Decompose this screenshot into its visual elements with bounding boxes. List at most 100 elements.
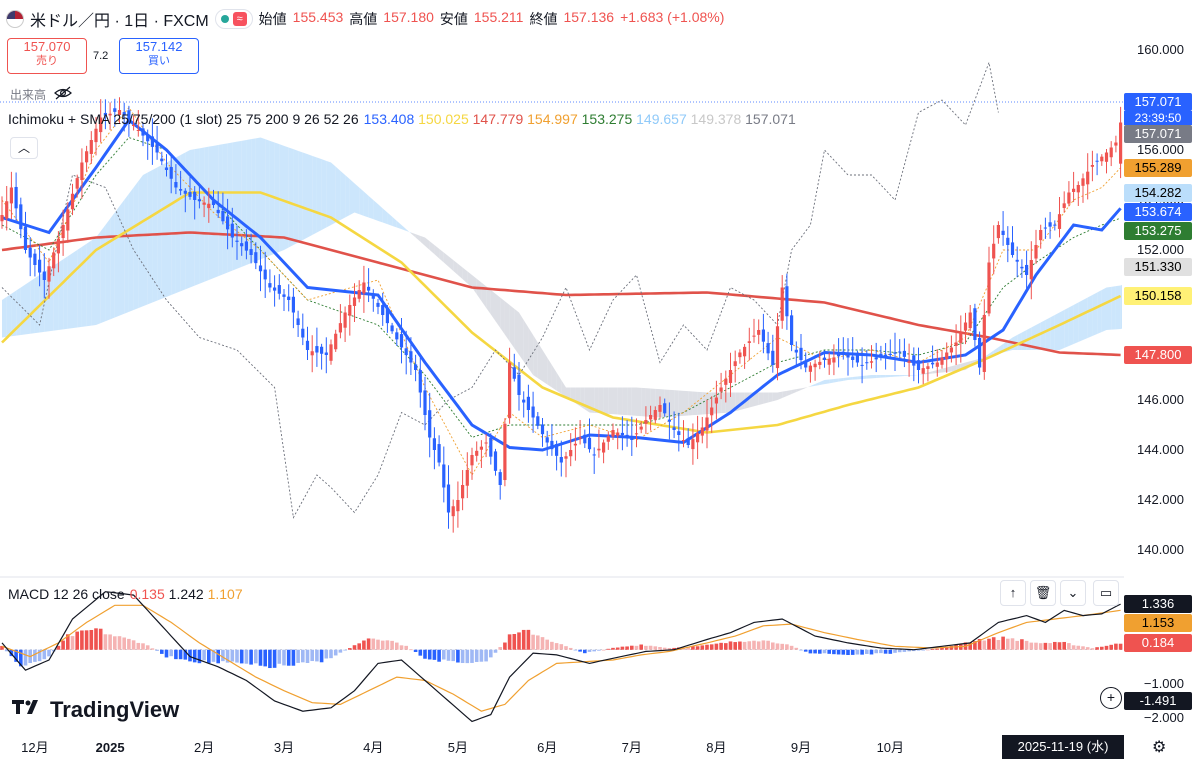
cloud-segment (392, 216, 397, 228)
candle-body (1095, 160, 1099, 162)
candle-body (70, 193, 75, 210)
cloud-segment (472, 275, 477, 295)
cloud-segment (537, 342, 543, 382)
cloud-segment (124, 193, 129, 314)
candle-body (1020, 266, 1024, 269)
cloud-segment (1106, 286, 1112, 330)
maximize-pane-button[interactable]: ▭ (1093, 580, 1119, 606)
candle-body (0, 215, 4, 222)
cloud-segment (58, 259, 64, 330)
eye-hidden-icon[interactable] (54, 86, 72, 103)
candle-body (747, 341, 751, 343)
indicator-legend[interactable]: Ichimoku + SMA 25/75/200 (1 slot) 25 75 … (8, 111, 796, 127)
candle-body (479, 446, 483, 450)
collapse-legend-button[interactable]: ︿ (10, 137, 38, 159)
macd-histogram-bar (695, 646, 700, 650)
indicator-value: 149.378 (690, 111, 742, 127)
symbol-title[interactable]: 米ドル／円 · 1日 · FXCM (30, 13, 209, 30)
candle-body (348, 305, 352, 316)
price-tag: 153.275 (1124, 221, 1192, 240)
macd-histogram-bar (536, 635, 540, 650)
candle-body (597, 448, 601, 451)
macd-histogram-bar (742, 641, 747, 650)
macd-histogram-bar (211, 649, 216, 662)
cloud-segment (307, 154, 313, 238)
candle-body (949, 347, 953, 353)
indicator-values: 153.408 150.025 147.779 154.997 153.275 … (364, 111, 796, 127)
market-status[interactable]: ≈ (214, 9, 253, 29)
macd-histogram-bar (442, 649, 446, 660)
open-label: 始値 (258, 11, 287, 27)
cloud-segment (702, 392, 707, 415)
tradingview-logo[interactable]: TradingView (12, 697, 179, 723)
macd-histogram-bar (568, 647, 573, 650)
collapse-pane-button[interactable]: ⌄ (1060, 580, 1086, 606)
candle-body (630, 436, 634, 440)
macd-histogram-bar (474, 649, 479, 662)
cloud-segment (363, 191, 369, 218)
candle-body (644, 420, 648, 424)
candle-body (1062, 203, 1066, 208)
sma200-line (1, 231, 1121, 357)
settings-gear-icon[interactable]: ⚙ (1152, 739, 1167, 756)
macd-histogram-bar (808, 649, 813, 654)
macd-histogram-bar (169, 649, 173, 657)
time-tick-label: 6月 (537, 740, 557, 755)
cloud-segment (796, 388, 801, 392)
cloud-segment (63, 256, 68, 330)
cloud-segment (923, 372, 928, 375)
macd-histogram-bar (301, 649, 305, 663)
move-up-button[interactable]: ↑ (1000, 580, 1026, 606)
sell-button[interactable]: 157.070 売り (7, 38, 87, 74)
candle-body (367, 286, 371, 291)
add-button[interactable]: + (1100, 687, 1122, 709)
cloud-segment (96, 231, 101, 325)
macd-histogram-bar (216, 649, 220, 664)
cloud-segment (594, 387, 599, 414)
cloud-segment (904, 375, 910, 376)
candle-body (493, 451, 498, 471)
delete-pane-button[interactable]: 🗑 (1030, 580, 1056, 606)
volume-legend[interactable]: 出来高 (10, 86, 72, 103)
macd-histogram-bar (775, 643, 780, 650)
macd-histogram-bar (606, 648, 611, 650)
macd-histogram-bar (1006, 638, 1010, 650)
indicator-value: 157.071 (745, 111, 796, 127)
buy-button[interactable]: 157.142 買い (119, 38, 199, 74)
candle-body (973, 308, 977, 340)
macd-histogram-bar (907, 649, 911, 652)
price-tag: 155.289 (1124, 158, 1192, 177)
cloud-segment (396, 220, 402, 230)
macd-legend[interactable]: MACD 12 26 close 0.135 1.242 1.107 (8, 586, 243, 602)
cloud-segment (49, 265, 54, 332)
candle-body (775, 326, 780, 369)
cloud-segment (1087, 295, 1093, 338)
candle-body (620, 432, 624, 435)
macd-histogram-bar (752, 640, 756, 650)
macd-histogram-bar (761, 640, 766, 650)
candle-body (381, 305, 385, 315)
macd-signal-line (1, 604, 1121, 712)
cloud-segment (429, 241, 435, 255)
macd-histogram-bar (648, 645, 653, 650)
candle-body (28, 247, 32, 258)
cloud-segment (133, 181, 139, 310)
candle-body (254, 252, 258, 264)
macd-histogram-bar (789, 645, 794, 650)
macd-histogram-bar (465, 649, 470, 664)
plus-icon: + (1106, 689, 1116, 705)
macd-histogram-bar (662, 647, 667, 650)
candle-body (38, 259, 42, 273)
candle-body (291, 296, 295, 313)
macd-histogram-bar (0, 645, 4, 650)
candle-body (672, 427, 676, 430)
cloud-segment (589, 387, 595, 413)
cloud-segment (1040, 320, 1046, 350)
macd-values: 0.135 1.242 1.107 (130, 586, 243, 602)
candle-body (61, 225, 65, 239)
cloud-segment (1092, 292, 1098, 336)
candle-body (611, 430, 615, 437)
candle-body (808, 365, 812, 372)
macd-histogram-bar (991, 637, 996, 650)
